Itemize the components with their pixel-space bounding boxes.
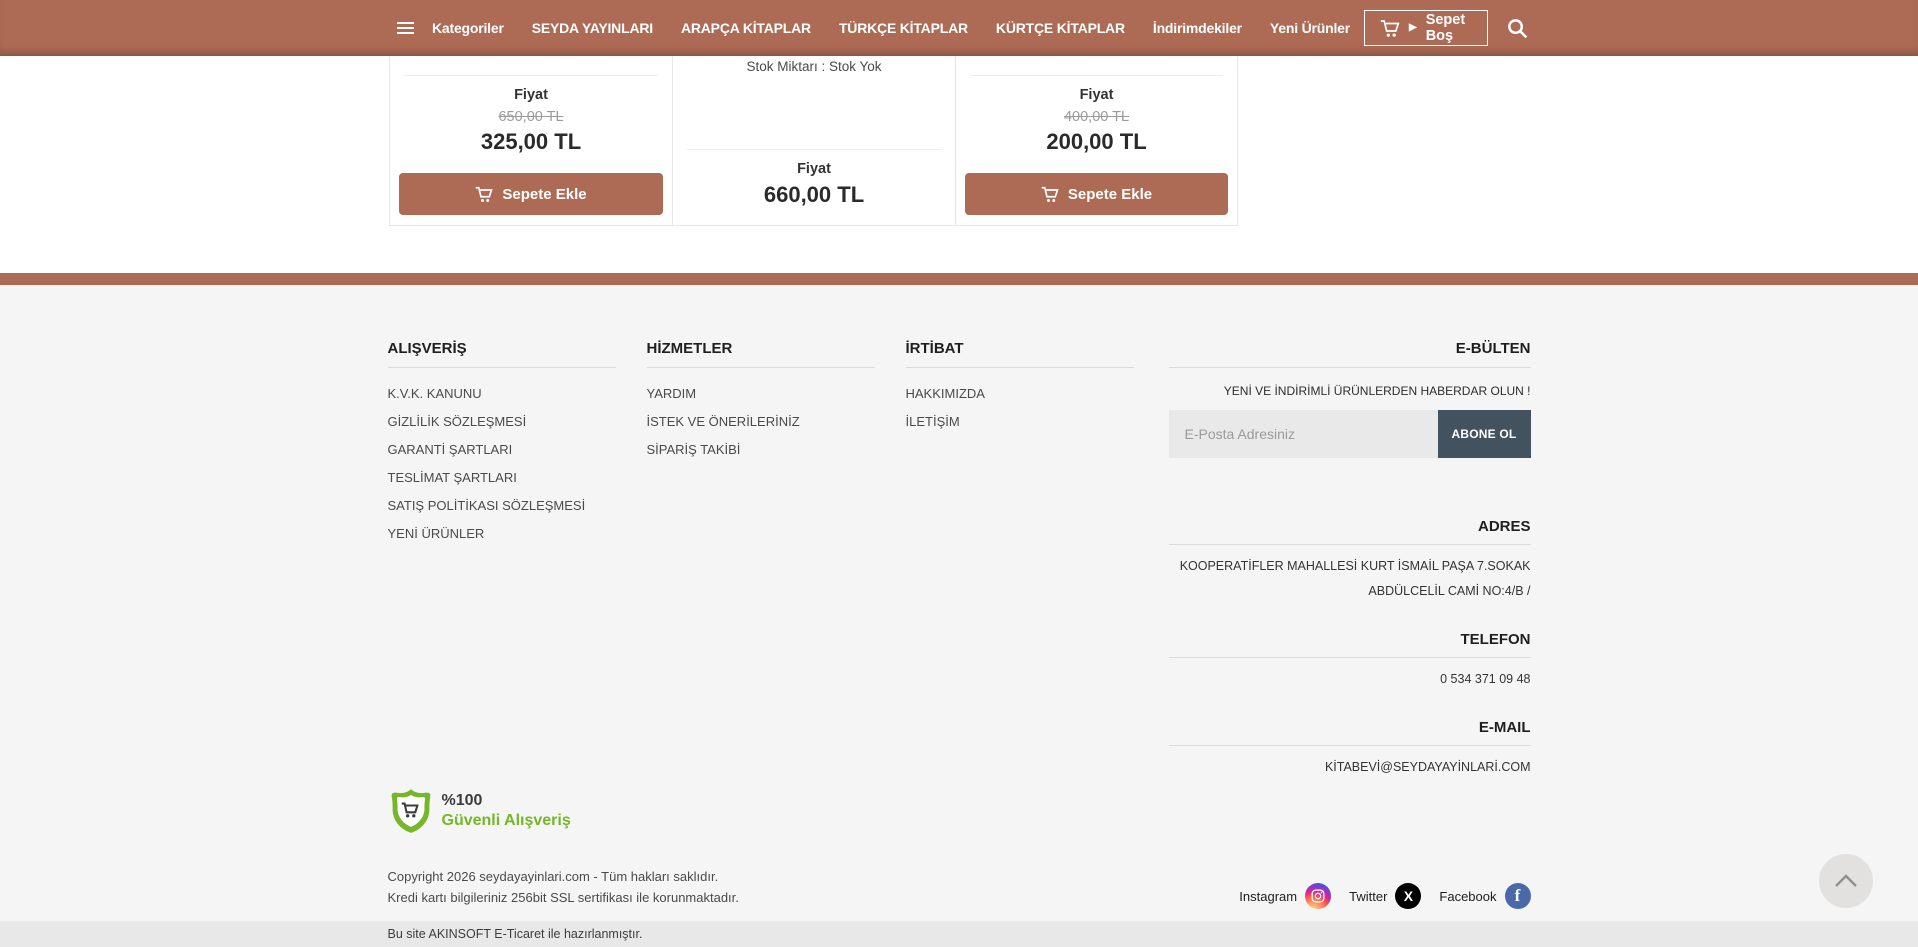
old-price: 400,00 TL [1063, 109, 1130, 125]
nav-container: Kategoriler SEYDA YAYINLARI ARAPÇA KİTAP… [389, 0, 1529, 56]
address-text: KOOPERATİFLER MAHALLESİ KURT İSMAİL PAŞA… [1179, 559, 1531, 598]
add-to-cart-label: Sepete Ekle [1067, 185, 1153, 203]
secure-shopping-badge: %100 Güvenli Alışveriş [390, 788, 571, 834]
social-links: Instagram Twitter X Facebook f [1221, 883, 1531, 909]
address-title: ADRES [1168, 518, 1531, 545]
twitter-link[interactable]: Twitter X [1349, 883, 1422, 909]
instagram-icon[interactable] [1305, 883, 1332, 909]
product-card: Fiyat 400,00 TL 200,00 TL Sepete Ekle [955, 56, 1238, 226]
chevron-up-icon [1835, 874, 1857, 887]
nav-item-indirimdekiler[interactable]: İndirimdekiler [1152, 20, 1242, 36]
footer-column-title: İRTİBAT [905, 340, 1134, 368]
footer-link-gizlilik[interactable]: GİZLİLİK SÖZLEŞMESİ [387, 414, 527, 429]
instagram-link[interactable]: Instagram [1239, 883, 1332, 909]
product-card-out-of-stock: Stok Miktarı : Stok Yok Fiyat 660,00 TL [672, 56, 955, 226]
footer-link-istek-oneri[interactable]: İSTEK VE ÖNERİLERİNİZ [646, 414, 800, 429]
phone-title: TELEFON [1168, 631, 1531, 658]
card-divider [404, 75, 658, 76]
subscribe-button[interactable]: ABONE OL [1437, 410, 1531, 458]
product-grid: Fiyat 650,00 TL 325,00 TL Sepete Ekle St… [0, 56, 1918, 273]
scroll-to-top-button[interactable] [1819, 854, 1873, 908]
brown-divider-strip [0, 273, 1918, 285]
add-to-cart-label: Sepete Ekle [502, 185, 587, 203]
newsletter-section: E-BÜLTEN YENİ VE İNDİRİMLİ ÜRÜNLERDEN HA… [1168, 340, 1531, 458]
twitter-label: Twitter [1349, 888, 1388, 904]
badge-percent-text: %100 [441, 792, 483, 809]
cart-status-label: Sepet Boş [1425, 12, 1466, 44]
site-credit-text: Bu site AKINSOFT E-Ticaret ile hazırlanm… [387, 927, 643, 941]
footer-column-title: HİZMETLER [646, 340, 875, 368]
email-address: KİTABEVİ@SEYDAYAYİNLARİ.COM [1324, 760, 1531, 774]
badge-label-text: Güvenli Alışveriş [441, 812, 571, 829]
price-label: Fiyat [514, 87, 548, 103]
nav-item-seyda-yayinlari[interactable]: SEYDA YAYINLARI [531, 20, 653, 36]
product-cards-row: Fiyat 650,00 TL 325,00 TL Sepete Ekle St… [389, 56, 1238, 226]
old-price: 650,00 TL [498, 109, 564, 125]
footer-link-teslimat[interactable]: TESLİMAT ŞARTLARI [387, 470, 517, 485]
price-label: Fiyat [797, 161, 831, 177]
email-title: E-MAIL [1168, 719, 1531, 746]
twitter-x-icon[interactable]: X [1395, 883, 1422, 909]
search-icon[interactable] [1506, 17, 1529, 40]
footer-link-yardim[interactable]: YARDIM [646, 386, 697, 401]
current-price: 325,00 TL [480, 129, 582, 154]
footer-column-alisveris: ALIŞVERİŞ K.V.K. KANUNU GİZLİLİK SÖZLEŞM… [387, 340, 616, 548]
nav-item-arapca-kitaplar[interactable]: ARAPÇA KİTAPLAR [680, 20, 811, 36]
add-to-cart-button[interactable]: Sepete Ekle [965, 173, 1228, 215]
nav-item-kurtce-kitaplar[interactable]: KÜRTÇE KİTAPLAR [995, 20, 1125, 36]
card-divider [687, 149, 941, 150]
facebook-link[interactable]: Facebook f [1439, 883, 1531, 909]
cart-icon [1380, 19, 1400, 38]
instagram-label: Instagram [1239, 888, 1298, 904]
top-navbar: Kategoriler SEYDA YAYINLARI ARAPÇA KİTAP… [0, 0, 1918, 56]
add-to-cart-button[interactable]: Sepete Ekle [399, 173, 663, 215]
footer-link-yeni-urunler[interactable]: YENİ ÜRÜNLER [387, 526, 485, 541]
footer: ALIŞVERİŞ K.V.K. KANUNU GİZLİLİK SÖZLEŞM… [0, 285, 1918, 921]
cart-icon [475, 186, 494, 203]
footer-link-siparis-takibi[interactable]: SİPARİŞ TAKİBİ [646, 442, 741, 457]
cart-button[interactable]: ▶ Sepet Boş [1363, 10, 1488, 46]
nav-item-kategoriler[interactable]: Kategoriler [432, 20, 504, 36]
footer-link-garanti[interactable]: GARANTİ ŞARTLARI [387, 442, 513, 457]
footer-link-iletisim[interactable]: İLETİŞİM [905, 414, 960, 429]
current-price: 660,00 TL [763, 182, 865, 207]
product-card: Fiyat 650,00 TL 325,00 TL Sepete Ekle [389, 56, 672, 226]
nav-item-turkce-kitaplar[interactable]: TÜRKÇE KİTAPLAR [838, 20, 968, 36]
newsletter-email-input[interactable] [1168, 410, 1438, 458]
footer-column-irtibat: İRTİBAT HAKKIMIZDA İLETİŞİM [905, 340, 1134, 436]
footer-link-kvk-kanunu[interactable]: K.V.K. KANUNU [387, 386, 482, 401]
copyright-text: Copyright 2026 seydayayinlari.com - Tüm … [387, 869, 739, 905]
card-divider [970, 75, 1223, 76]
footer-link-satis-politikasi[interactable]: SATIŞ POLİTİKASI SÖZLEŞMESİ [387, 498, 586, 513]
current-price: 200,00 TL [1046, 129, 1147, 154]
footer-column-title: ALIŞVERİŞ [387, 340, 616, 368]
bottom-bar: Bu site AKINSOFT E-Ticaret ile hazırlanm… [0, 921, 1918, 947]
footer-column-hizmetler: HİZMETLER YARDIM İSTEK VE ÖNERİLERİNİZ S… [646, 340, 875, 464]
hamburger-icon[interactable] [397, 22, 414, 34]
phone-number: 0 534 371 09 48 [1440, 672, 1531, 686]
footer-link-hakkimizda[interactable]: HAKKIMIZDA [905, 386, 985, 401]
contact-info: ADRES KOOPERATİFLER MAHALLESİ KURT İSMAİ… [1168, 518, 1531, 780]
shield-cart-icon [390, 788, 432, 834]
nav-item-yeni-urunler[interactable]: Yeni Ürünler [1269, 20, 1350, 36]
facebook-icon[interactable]: f [1504, 883, 1531, 909]
newsletter-tagline: YENİ VE İNDİRİMLİ ÜRÜNLERDEN HABERDAR OL… [1223, 384, 1531, 398]
stock-status: Stok Miktarı : Stok Yok [746, 59, 882, 74]
play-icon: ▶ [1408, 22, 1417, 33]
cart-icon [1041, 186, 1059, 203]
newsletter-title: E-BÜLTEN [1168, 340, 1531, 368]
facebook-label: Facebook [1439, 888, 1497, 904]
price-label: Fiyat [1079, 87, 1114, 103]
